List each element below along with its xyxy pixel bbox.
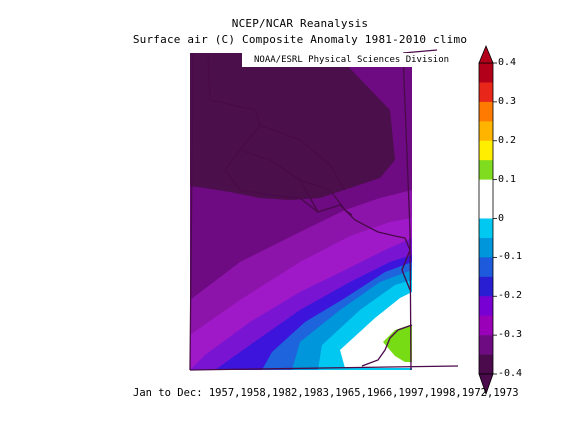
colorbar-label: 0.2 (498, 134, 517, 146)
colorbar-swatch (479, 218, 493, 239)
colorbar-bottom-arrow (478, 373, 494, 396)
colorbar-swatch (479, 101, 493, 122)
colorbar-swatch (479, 354, 493, 375)
boundary-internal-north (259, 124, 346, 191)
chart-subtitle: Surface air (C) Composite Anomaly 1981-2… (132, 33, 468, 46)
filled-contours (190, 53, 412, 370)
boundary-east (402, 52, 412, 371)
boundary-northeast (402, 49, 438, 54)
boundary-west (189, 52, 194, 371)
colorbar-ticks (493, 62, 497, 375)
colorbar-swatches (478, 62, 494, 375)
colorbar-swatch (479, 121, 493, 142)
chart-title: NCEP/NCAR Reanalysis (231, 17, 369, 30)
colorbar-label: 0.4 (498, 57, 517, 68)
boundary-internal-mid (239, 149, 319, 213)
colorbar-top-arrow (478, 44, 494, 64)
colorbar-label: 0.3 (498, 95, 517, 107)
colorbar-swatch (479, 296, 493, 316)
colorbar-swatch (479, 160, 493, 180)
colorbar-label: -0.4 (498, 368, 523, 379)
colorbar-label: 0 (498, 212, 505, 224)
colorbar-swatch (479, 82, 493, 103)
colorbar-swatch (479, 199, 493, 219)
colorbar-swatch (479, 315, 493, 336)
colorbar-swatch (479, 335, 493, 355)
credit-label: NOAA/ESRL Physical Sciences Division (242, 53, 449, 67)
colorbar-swatch (479, 237, 493, 258)
contour-band-darkest (190, 53, 395, 200)
colorbar-swatch (479, 140, 493, 161)
colorbar-label: -0.1 (498, 251, 523, 263)
state-boundaries (189, 49, 459, 371)
colorbar-swatch (479, 276, 493, 297)
boundary-river (401, 237, 411, 291)
boundary-south (189, 365, 459, 371)
colorbar-swatch (479, 179, 493, 200)
colorbar-label: -0.2 (498, 290, 523, 302)
composite-years: Jan to Dec: 1957,1958,1982,1983,1965,196… (133, 387, 519, 399)
boundary-southeast (361, 324, 413, 367)
colorbar-label: -0.3 (498, 329, 523, 341)
boundary-internal-west (207, 52, 406, 239)
colorbar-label: 0.1 (498, 173, 517, 185)
boundary-internal-east (299, 179, 353, 216)
colorbar-swatch (479, 63, 493, 83)
colorbar-swatch (479, 257, 493, 278)
contour-band-green (383, 325, 412, 362)
